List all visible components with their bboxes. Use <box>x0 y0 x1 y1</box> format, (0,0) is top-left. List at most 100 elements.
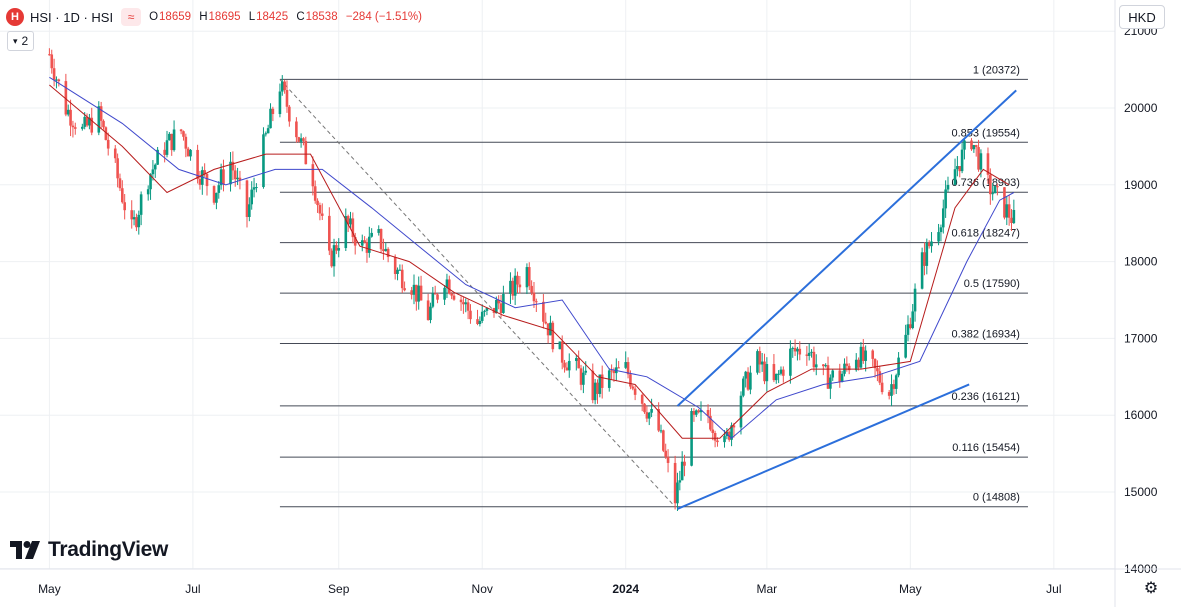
candle-body <box>179 129 183 132</box>
candle-body <box>203 170 206 174</box>
candle-body <box>744 371 747 379</box>
upper-trend-line <box>676 89 1017 407</box>
fib-retracement[interactable]: 1 (20372) 0.853 (19554) 0.736 (18903) 0.618… <box>279 64 1028 508</box>
candle-body <box>170 133 174 151</box>
candle-body <box>567 360 571 371</box>
candle-body <box>709 415 712 430</box>
candle-body <box>403 288 406 291</box>
watermark-text: TradingView <box>48 538 169 561</box>
candle-body <box>419 285 423 301</box>
candle-body <box>824 365 827 367</box>
candle-body <box>480 311 484 321</box>
candle-body <box>956 166 959 170</box>
candle-body <box>711 429 715 433</box>
candle-body <box>840 373 844 382</box>
candle-body <box>297 137 301 142</box>
indicator-legend-toggle[interactable]: ▾ 2 <box>7 31 35 51</box>
candle-body <box>756 351 759 373</box>
candle-body <box>977 147 980 170</box>
candle-body <box>640 394 644 404</box>
candle-body <box>379 229 383 250</box>
candle-body <box>930 241 933 247</box>
candle-body <box>386 248 390 258</box>
candle-body <box>459 299 463 303</box>
candle-body <box>944 189 947 209</box>
sma-fast-line <box>49 84 1010 439</box>
candle-body <box>186 148 190 157</box>
candle-body <box>560 341 564 363</box>
candle-body <box>476 319 479 325</box>
candle-body <box>344 216 348 249</box>
candle-body <box>377 229 381 233</box>
candle-body <box>483 310 486 312</box>
candle-body <box>219 169 223 186</box>
candle-body <box>396 269 399 274</box>
candle-body <box>814 364 818 368</box>
candle-body <box>130 210 134 220</box>
candle-body <box>963 140 966 150</box>
candle-body <box>631 386 635 389</box>
candle-body <box>923 252 926 266</box>
candle-body <box>629 374 632 387</box>
currency-button[interactable]: HKD <box>1119 5 1165 29</box>
candle-body <box>897 357 900 376</box>
gear-icon[interactable]: ⚙ <box>1143 580 1159 597</box>
candle-body <box>52 68 56 80</box>
candle-body <box>295 121 298 138</box>
candle-body <box>673 462 677 504</box>
candle-body <box>335 245 338 251</box>
candle-body <box>991 193 994 195</box>
candle-body <box>810 351 813 353</box>
candle-body <box>165 140 169 155</box>
candle-body <box>229 161 232 185</box>
candle-body <box>118 178 122 189</box>
candle-body <box>231 161 235 171</box>
candle-body <box>135 217 138 228</box>
candle-body <box>749 372 752 390</box>
candle-body <box>400 269 404 289</box>
time-tick-label: May <box>38 582 61 596</box>
candle-body <box>464 302 468 305</box>
candle-body <box>283 81 286 91</box>
candle-body <box>716 440 719 443</box>
grid <box>0 0 1115 570</box>
candle-body <box>904 334 907 358</box>
candle-body <box>798 348 802 355</box>
candle-body <box>313 186 317 201</box>
candle-body <box>156 149 159 165</box>
candle-body <box>266 128 270 134</box>
candle-body <box>222 169 225 185</box>
fib-level-label: 0.736 (18903) <box>951 177 1020 189</box>
candle-body <box>871 350 875 359</box>
candle-body <box>264 133 268 135</box>
candle-body <box>328 215 331 251</box>
candle-body <box>953 169 957 185</box>
candle-body <box>617 367 620 369</box>
trend-lines[interactable] <box>676 89 1017 510</box>
ohlc-high: 18695 <box>208 11 241 23</box>
candle-body <box>692 410 696 415</box>
candle-body <box>502 293 505 313</box>
candle-body <box>262 134 265 188</box>
candle-body <box>236 177 239 180</box>
candle-body <box>285 90 289 107</box>
candle-body <box>137 214 141 228</box>
candle-body <box>363 240 366 243</box>
candle-body <box>330 250 333 267</box>
candle-body <box>920 252 924 289</box>
candle-body <box>215 192 218 203</box>
candle-body <box>495 299 498 313</box>
candle-body <box>525 267 529 288</box>
candle-body <box>894 375 898 389</box>
candle-body <box>349 218 352 225</box>
candle-body <box>250 189 253 205</box>
candle-body <box>989 174 992 195</box>
candle-body <box>876 368 879 372</box>
compare-icon[interactable]: ≈ <box>121 8 142 26</box>
candle-body <box>993 186 997 194</box>
candle-body <box>332 245 336 267</box>
candle-body <box>518 284 522 288</box>
symbol-title[interactable]: HSI · 1D · HSI <box>30 9 114 25</box>
